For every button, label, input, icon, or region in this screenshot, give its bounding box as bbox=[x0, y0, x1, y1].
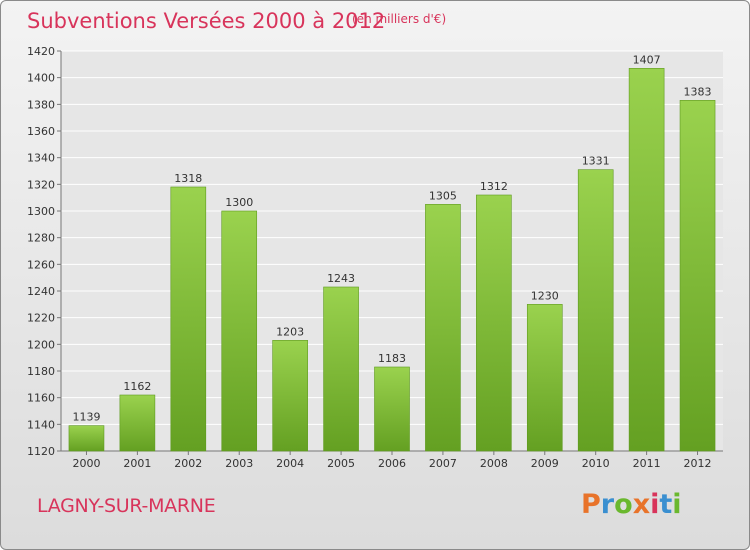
y-tick-label: 1220 bbox=[27, 312, 55, 325]
x-tick-label: 2001 bbox=[123, 457, 151, 470]
x-tick-label: 2006 bbox=[378, 457, 406, 470]
logo-letter: t bbox=[659, 489, 673, 520]
x-tick-label: 2010 bbox=[582, 457, 610, 470]
x-tick-label: 2009 bbox=[531, 457, 559, 470]
y-tick-label: 1400 bbox=[27, 72, 55, 85]
bar bbox=[577, 169, 614, 452]
bar-value-label: 1230 bbox=[531, 289, 559, 302]
bar-value-label: 1331 bbox=[582, 155, 610, 168]
y-tick-label: 1340 bbox=[27, 152, 55, 165]
y-tick-label: 1160 bbox=[27, 392, 55, 405]
x-tick-label: 2007 bbox=[429, 457, 457, 470]
bar-value-label: 1312 bbox=[480, 180, 508, 193]
bar bbox=[628, 68, 665, 452]
y-tick-label: 1180 bbox=[27, 365, 55, 378]
y-tick-label: 1200 bbox=[27, 338, 55, 351]
y-tick-label: 1120 bbox=[27, 445, 55, 458]
x-tick-label: 2012 bbox=[684, 457, 712, 470]
chart-title: Subventions Versées 2000 à 2012 bbox=[27, 9, 386, 33]
bar-value-label: 1407 bbox=[633, 53, 661, 66]
logo-letter: i bbox=[672, 489, 682, 520]
logo-letter: i bbox=[650, 489, 660, 520]
y-tick-label: 1240 bbox=[27, 285, 55, 298]
bar-value-label: 1139 bbox=[72, 411, 100, 424]
x-tick-label: 2003 bbox=[225, 457, 253, 470]
y-tick-label: 1320 bbox=[27, 178, 55, 191]
bar-value-label: 1203 bbox=[276, 325, 304, 338]
y-tick-label: 1380 bbox=[27, 98, 55, 111]
bar-value-label: 1162 bbox=[123, 380, 151, 393]
bar bbox=[323, 286, 359, 452]
bar-value-label: 1305 bbox=[429, 189, 457, 202]
y-tick-label: 1300 bbox=[27, 205, 55, 218]
y-tick-label: 1420 bbox=[27, 45, 55, 58]
bar bbox=[170, 186, 207, 452]
bar-value-label: 1383 bbox=[684, 85, 712, 98]
x-tick-label: 2011 bbox=[633, 457, 661, 470]
logo-letter: o bbox=[614, 489, 633, 520]
bar bbox=[272, 340, 308, 452]
x-tick-label: 2005 bbox=[327, 457, 355, 470]
proxiti-logo: Proxiti bbox=[581, 489, 682, 520]
x-tick-label: 2008 bbox=[480, 457, 508, 470]
city-name: LAGNY-SUR-MARNE bbox=[37, 495, 216, 517]
x-tick-label: 2000 bbox=[72, 457, 100, 470]
bar bbox=[526, 304, 563, 452]
bar-value-label: 1243 bbox=[327, 272, 355, 285]
bar bbox=[425, 204, 461, 452]
y-tick-label: 1280 bbox=[27, 232, 55, 245]
bar bbox=[221, 210, 258, 452]
bar-value-label: 1183 bbox=[378, 352, 406, 365]
chart-subtitle: (en milliers d'€) bbox=[352, 12, 447, 26]
logo-letter: r bbox=[600, 489, 615, 520]
logo-letter: P bbox=[581, 489, 601, 520]
bar-value-label: 1300 bbox=[225, 196, 253, 209]
x-tick-label: 2002 bbox=[174, 457, 202, 470]
bar bbox=[68, 425, 105, 452]
bar bbox=[476, 194, 512, 452]
bar bbox=[374, 366, 410, 452]
y-tick-label: 1360 bbox=[27, 125, 55, 138]
logo-letter: x bbox=[632, 489, 651, 520]
x-tick-label: 2004 bbox=[276, 457, 304, 470]
y-tick-label: 1260 bbox=[27, 258, 55, 271]
bar bbox=[119, 394, 156, 452]
bar bbox=[679, 100, 716, 452]
bar-value-label: 1318 bbox=[174, 172, 202, 185]
y-tick-label: 1140 bbox=[27, 418, 55, 431]
